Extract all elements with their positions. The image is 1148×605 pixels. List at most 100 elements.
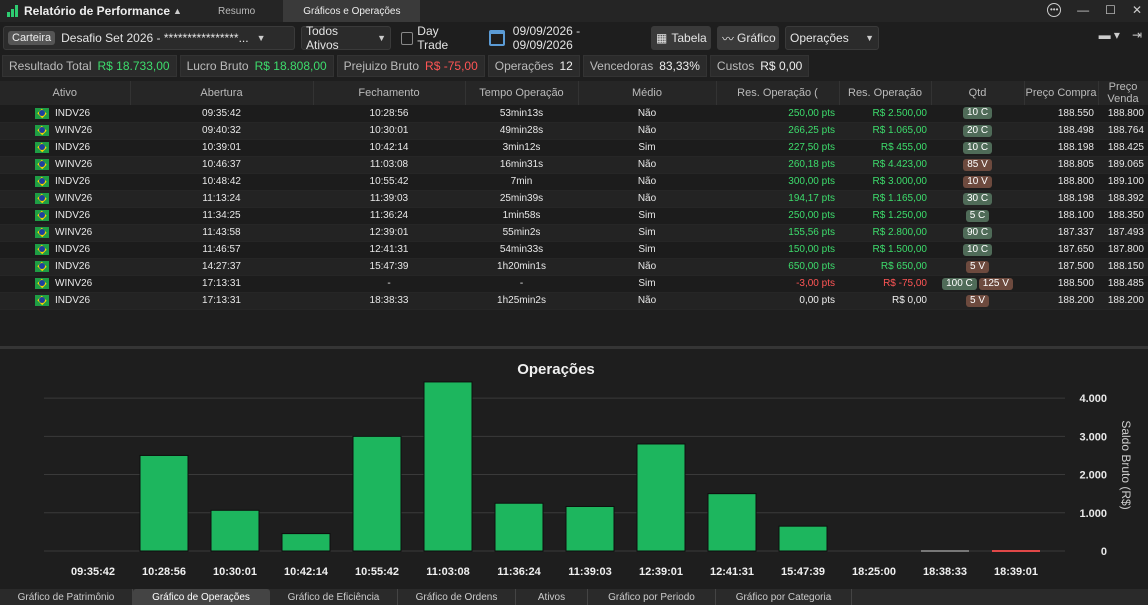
qtd-badge: 20 C: [962, 124, 993, 137]
bottom-tab-5[interactable]: Gráfico por Periodo: [588, 589, 716, 605]
cell-tempo: 1min58s: [465, 207, 578, 225]
date-range-picker[interactable]: 09/09/2026 - 09/09/2026: [485, 24, 645, 52]
window-controls: ••• — ☐ ✕: [1047, 3, 1142, 17]
x-tick-label: 15:47:39: [781, 566, 825, 578]
table-row[interactable]: INDV26 17:13:31 18:38:33 1h25min2s Não 0,00 p…: [0, 292, 1148, 310]
table-row[interactable]: WINV26 11:43:58 12:39:01 55min2s Sim 155,56 p…: [0, 224, 1148, 242]
table-row[interactable]: WINV26 10:46:37 11:03:08 16min31s Não 260,18 …: [0, 156, 1148, 174]
y-tick-label: 0: [1101, 546, 1107, 558]
carteira-select[interactable]: Carteira Desafio Set 2026 - ************…: [3, 26, 295, 50]
more-options-icon[interactable]: •••: [1047, 3, 1062, 17]
card-icon[interactable]: ▬ ▾: [1098, 28, 1120, 42]
column-header[interactable]: Abertura: [130, 81, 314, 105]
column-header[interactable]: Preço Compra: [1024, 81, 1099, 105]
close-icon[interactable]: ✕: [1131, 3, 1142, 17]
cell-abertura: 10:39:01: [130, 139, 313, 157]
tab-resumo[interactable]: Resumo: [217, 5, 256, 17]
column-header[interactable]: Qtd: [931, 81, 1025, 105]
cell-qtd: 5 V: [931, 258, 1024, 276]
calendar-icon[interactable]: [489, 30, 505, 46]
bottom-tab-2[interactable]: Gráfico de Eficiência: [270, 589, 398, 605]
column-header[interactable]: Fechamento: [313, 81, 466, 105]
cell-qtd: 20 C: [931, 122, 1024, 140]
column-header[interactable]: Res. Operação: [839, 81, 932, 105]
cell-res-valor: R$ 455,00: [839, 139, 931, 157]
cell-fechamento: 12:39:01: [313, 224, 465, 242]
cell-preco-venda: 188.764: [1098, 122, 1148, 140]
column-header[interactable]: Res. Operação (: [716, 81, 840, 105]
qtd-badge: 10 C: [962, 141, 993, 154]
table-row[interactable]: INDV26 09:35:42 10:28:56 53min13s Não 250,00 …: [0, 105, 1148, 123]
table-row[interactable]: INDV26 10:39:01 10:42:14 3min12s Sim 227,50 p…: [0, 139, 1148, 157]
cell-res-valor: R$ 2.500,00: [839, 105, 931, 123]
y-axis-label: Saldo Bruto (R$): [1119, 420, 1133, 509]
bottom-tab-0[interactable]: Gráfico de Patrimônio: [0, 589, 133, 605]
column-header[interactable]: Preço Venda: [1098, 81, 1148, 105]
cell-abertura: 11:34:25: [130, 207, 313, 225]
x-tick-label: 10:42:14: [284, 566, 329, 578]
operacoes-select-value: Operações: [790, 31, 849, 45]
pane-divider[interactable]: [0, 346, 1148, 349]
cell-res-valor: R$ 0,00: [839, 292, 931, 310]
cell-abertura: 14:27:37: [130, 258, 313, 276]
filter-toolbar: Carteira Desafio Set 2026 - ************…: [0, 24, 1148, 52]
table-row[interactable]: WINV26 11:13:24 11:39:03 25min39s Não 194,17 …: [0, 190, 1148, 208]
cell-res-pts: -3,00 pts: [716, 275, 839, 293]
tabela-toggle[interactable]: ▦ Tabela: [651, 26, 711, 50]
qtd-badge: 125 V: [978, 277, 1013, 290]
table-row[interactable]: INDV26 11:34:25 11:36:24 1min58s Sim 250,00 p…: [0, 207, 1148, 225]
cell-preco-venda: 188.800: [1098, 105, 1148, 123]
cell-preco-compra: 188.100: [1024, 207, 1098, 225]
bottom-tab-bar: Gráfico de Patrimônio Gráfico de Operaçõe…: [0, 589, 1148, 605]
cell-medio: Sim: [578, 139, 716, 157]
cell-medio: Não: [578, 156, 716, 174]
ativos-select[interactable]: Todos Ativos ▼: [301, 24, 391, 52]
qtd-badge: 10 C: [962, 107, 993, 120]
brazil-flag-icon: [35, 243, 49, 255]
bottom-tab-6[interactable]: Gráfico por Categoria: [716, 589, 852, 605]
table-row[interactable]: INDV26 14:27:37 15:47:39 1h20min1s Não 650,00…: [0, 258, 1148, 276]
table-row[interactable]: INDV26 10:48:42 10:55:42 7min Não 300,00 pts R…: [0, 173, 1148, 191]
qtd-badge: 5 V: [965, 260, 989, 273]
checkbox-icon[interactable]: [401, 31, 414, 45]
bar: [778, 525, 828, 552]
column-header[interactable]: Médio: [578, 81, 717, 105]
cell-res-valor: R$ 650,00: [839, 258, 931, 276]
bottom-tab-1[interactable]: Gráfico de Operações: [133, 589, 270, 605]
cell-fechamento: 11:36:24: [313, 207, 465, 225]
qtd-badge: 10 C: [962, 243, 993, 256]
cell-preco-venda: 189.100: [1098, 173, 1148, 191]
brazil-flag-icon: [35, 192, 49, 204]
operacoes-select[interactable]: Operações ▼: [785, 26, 879, 50]
table-row[interactable]: WINV26 17:13:31- - Sim -3,00 pts R$ -75,00 100…: [0, 275, 1148, 293]
line-chart-icon: 〰: [722, 31, 735, 46]
tab-graficos-operacoes[interactable]: Gráficos e Operações: [283, 0, 421, 22]
exit-icon[interactable]: ⇥: [1131, 28, 1142, 42]
cell-abertura: 11:46:57: [130, 241, 313, 259]
title-bar: Relatório de Performance ▲ Resumo Gráfic…: [0, 0, 1148, 22]
ativo-label: INDV26: [55, 261, 91, 273]
table-row[interactable]: INDV26 11:46:57 12:41:31 54min33s Sim 150,00 …: [0, 241, 1148, 259]
cell-medio: Não: [578, 105, 716, 123]
chevron-up-icon[interactable]: ▲: [173, 6, 182, 16]
grafico-toggle[interactable]: 〰 Gráfico: [717, 26, 779, 50]
table-row[interactable]: WINV26 09:40:32 10:30:01 49min28s Não 266,25 …: [0, 122, 1148, 140]
cell-qtd: 90 C: [931, 224, 1024, 242]
column-header[interactable]: Tempo Operação: [465, 81, 579, 105]
bottom-tab-3[interactable]: Gráfico de Ordens: [398, 589, 516, 605]
bar: [139, 454, 189, 552]
column-header[interactable]: Ativo: [0, 81, 131, 105]
cell-ativo: INDV26: [0, 207, 130, 225]
ativo-label: WINV26: [55, 227, 93, 239]
minimize-icon[interactable]: —: [1077, 3, 1090, 17]
qtd-badge: 5 V: [965, 294, 989, 307]
day-trade-checkbox[interactable]: Day Trade: [397, 24, 473, 52]
cell-preco-venda: 188.425: [1098, 139, 1148, 157]
cell-preco-compra: 187.337: [1024, 224, 1098, 242]
maximize-icon[interactable]: ☐: [1105, 3, 1116, 17]
cell-abertura: 10:48:42: [130, 173, 313, 191]
bottom-tab-4[interactable]: Ativos: [516, 589, 588, 605]
cell-ativo: INDV26: [0, 139, 130, 157]
bar: [210, 509, 260, 552]
cell-preco-venda: 187.493: [1098, 224, 1148, 242]
